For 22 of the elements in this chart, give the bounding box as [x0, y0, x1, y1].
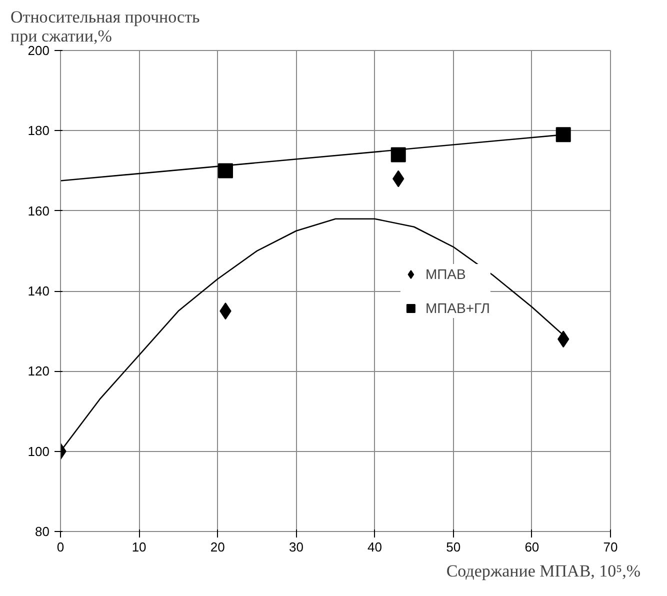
x-tick-label: 60: [524, 540, 540, 554]
point: [390, 147, 406, 162]
x-axis-title: Содержание МПАВ, 10⁵,%: [446, 562, 640, 580]
y-tick-label: 180: [28, 123, 50, 138]
y-tick-label: 100: [28, 444, 50, 459]
y-axis-title: Относительная прочность при сжатии,%: [10, 8, 200, 46]
y-tick-label: 80: [35, 524, 50, 539]
legend-label: МПАВ: [425, 266, 466, 282]
y-tick-label: 160: [28, 203, 50, 218]
point: [218, 163, 233, 178]
y-tick-label: 140: [28, 284, 50, 298]
x-tick-label: 10: [132, 540, 146, 554]
x-tick-label: 50: [446, 540, 461, 554]
x-tick-label: 40: [368, 540, 382, 554]
legend-label: МПАВ+ГЛ: [425, 300, 490, 316]
y-tick-label: 120: [28, 364, 50, 379]
x-tick-label: 20: [210, 540, 225, 554]
x-tick-label: 70: [603, 540, 618, 554]
x-tick-label: 0: [56, 540, 64, 554]
x-tick-label: 30: [288, 540, 304, 554]
point: [556, 127, 571, 142]
y-tick-label: 200: [28, 43, 50, 58]
